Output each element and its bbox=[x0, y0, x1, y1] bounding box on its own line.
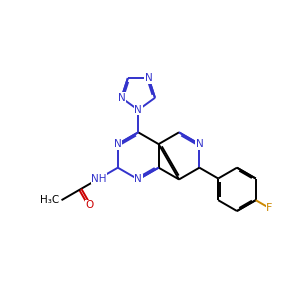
Text: N: N bbox=[196, 139, 203, 149]
Text: N: N bbox=[114, 139, 122, 149]
Text: F: F bbox=[266, 202, 273, 212]
Text: N: N bbox=[145, 73, 152, 83]
Text: H₃C: H₃C bbox=[40, 195, 59, 205]
Text: NH: NH bbox=[91, 173, 107, 184]
Text: N: N bbox=[118, 93, 125, 103]
Text: N: N bbox=[134, 174, 142, 184]
Text: O: O bbox=[85, 200, 94, 210]
Text: N: N bbox=[134, 105, 142, 115]
